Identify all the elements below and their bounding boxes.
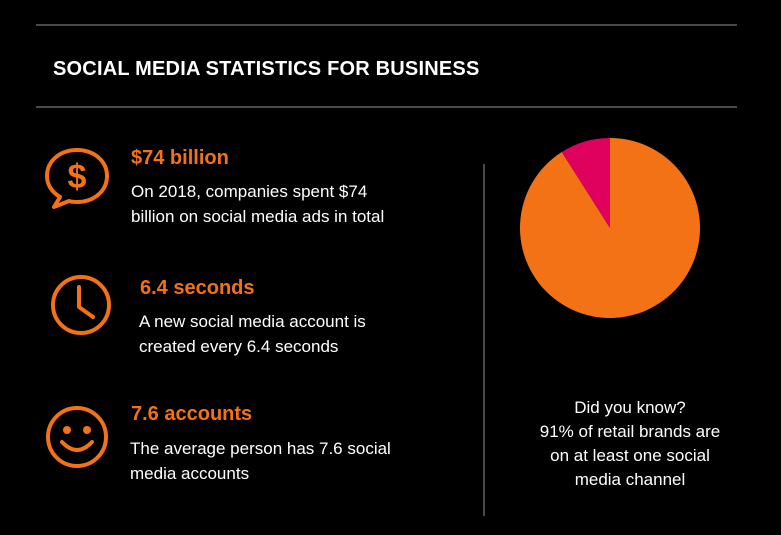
stat-heading: 6.4 seconds	[140, 277, 255, 299]
stat-description-line: media accounts	[130, 464, 250, 483]
pie-chart	[520, 138, 700, 318]
did-you-know-fact: Did you know? 91% of retail brands are o…	[520, 396, 740, 492]
dollar-speech-bubble-icon: $	[42, 145, 112, 218]
top-divider	[36, 24, 737, 26]
header-divider	[36, 106, 737, 108]
fact-line: Did you know?	[574, 398, 686, 417]
svg-text:$: $	[68, 158, 87, 196]
vertical-divider	[483, 164, 485, 516]
stat-description-line: The average person has 7.6 social	[130, 439, 391, 458]
fact-line: on at least one social	[550, 446, 710, 465]
clock-icon	[49, 273, 113, 342]
stat-heading: 7.6 accounts	[131, 403, 253, 425]
fact-line: media channel	[574, 470, 686, 489]
stat-description: On 2018, companies spent $74 billion on …	[131, 179, 441, 229]
smiley-face-icon	[44, 404, 110, 475]
page-title: SOCIAL MEDIA STATISTICS FOR BUSINESS	[53, 58, 480, 80]
stat-description-line: billion on social media ads in total	[131, 207, 385, 226]
stat-description: The average person has 7.6 social media …	[130, 436, 440, 486]
fact-line: 91% of retail brands are	[539, 422, 721, 441]
stat-heading: $74 billion	[131, 147, 229, 169]
stat-description-line: created every 6.4 seconds	[139, 337, 339, 356]
stat-description-line: On 2018, companies spent $74	[131, 182, 368, 201]
stat-description-line: A new social media account is	[139, 312, 366, 331]
pie-slice-1	[561, 138, 610, 228]
stat-description: A new social media account is created ev…	[139, 309, 449, 359]
